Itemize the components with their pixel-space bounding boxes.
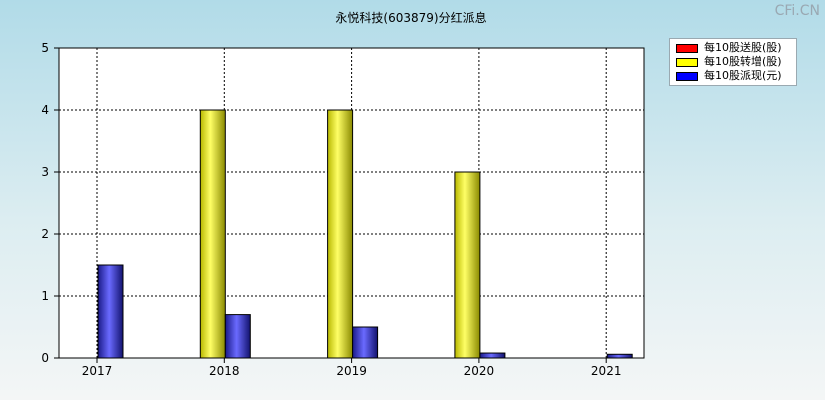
legend-label-bonus-shares: 每10股送股(股) — [704, 41, 782, 54]
bar-2-2017 — [97, 264, 124, 359]
bars — [97, 109, 633, 359]
y-tick-label: 1 — [41, 289, 49, 303]
x-tick-label: 2021 — [591, 364, 622, 378]
legend-swatch-conversion-shares — [676, 57, 698, 67]
bar-2-2021 — [606, 353, 633, 359]
axes: 0 1 2 3 4 5 2017 2018 2019 2020 2021 — [41, 41, 645, 378]
y-tick-label: 5 — [41, 41, 49, 55]
legend-item-cash-dividend: 每10股派现(元) — [676, 69, 796, 83]
y-tick-label: 3 — [41, 165, 49, 179]
chart-title: 永悦科技(603879)分红派息 — [335, 10, 486, 25]
bar-2-2020 — [479, 352, 506, 359]
bar-1-2018 — [199, 109, 226, 359]
legend-swatch-cash-dividend — [676, 71, 698, 81]
legend-item-conversion-shares: 每10股转增(股) — [676, 55, 796, 69]
y-tick-label: 4 — [41, 103, 49, 117]
x-tick-label: 2018 — [209, 364, 240, 378]
bar-2-2019 — [352, 326, 379, 359]
legend-label-conversion-shares: 每10股转增(股) — [704, 55, 782, 68]
legend-swatch-bonus-shares — [676, 43, 698, 53]
watermark: CFi.CN — [775, 3, 820, 19]
x-tick-label: 2020 — [464, 364, 495, 378]
legend-item-bonus-shares: 每10股送股(股) — [676, 41, 796, 55]
x-tick-label: 2017 — [82, 364, 113, 378]
y-tick-label: 0 — [41, 351, 49, 365]
bar-1-2019 — [327, 109, 354, 359]
y-tick-label: 2 — [41, 227, 49, 241]
legend: 每10股送股(股) 每10股转增(股) 每10股派现(元) — [669, 38, 797, 86]
bar-1-2020 — [454, 171, 481, 359]
legend-label-cash-dividend: 每10股派现(元) — [704, 69, 782, 82]
x-tick-label: 2019 — [336, 364, 367, 378]
bar-2-2018 — [224, 314, 251, 359]
plot-frame — [58, 47, 645, 359]
